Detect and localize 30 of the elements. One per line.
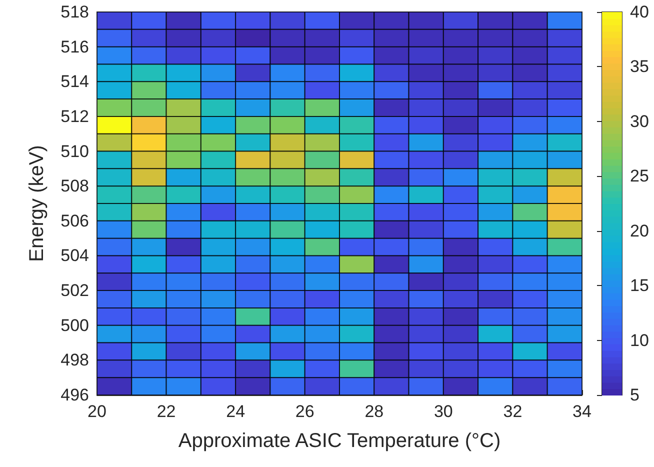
y-tick-label: 514 (60, 72, 89, 92)
x-tick-label: 24 (226, 402, 246, 421)
y-tick-label: 516 (60, 37, 89, 56)
y-tick-label: 506 (60, 211, 89, 230)
y-tick-label: 508 (60, 176, 89, 196)
y-tick-label: 512 (60, 106, 89, 126)
x-tick-label: 32 (503, 402, 522, 421)
y-axis-title: Energy (keV) (26, 145, 48, 262)
color-bar-label: 30 (630, 112, 649, 131)
color-bar-label: 40 (630, 2, 649, 22)
x-tick-label: 28 (364, 402, 384, 421)
color-bar-label: 20 (630, 221, 649, 240)
color-bar-label: 25 (630, 166, 649, 186)
color-bar-label: 5 (630, 386, 640, 404)
color-bar-label: 10 (630, 330, 649, 350)
x-tick-label: 26 (295, 402, 314, 421)
y-tick-label: 502 (60, 281, 89, 300)
y-tick-label: 518 (60, 2, 89, 22)
y-tick-label: 510 (60, 142, 89, 161)
y-tick-label: 504 (60, 246, 89, 266)
y-tick-label: 498 (60, 350, 89, 370)
y-tick-label: 500 (60, 316, 89, 335)
x-tick-label: 34 (572, 402, 592, 421)
color-bar-label: 15 (630, 276, 649, 296)
x-tick-label: 30 (434, 402, 453, 421)
x-axis-title: Approximate ASIC Temperature (°C) (178, 430, 501, 452)
color-bar-label: 35 (630, 57, 649, 76)
x-tick-label: 22 (156, 402, 176, 421)
y-tick-label: 496 (60, 386, 89, 404)
x-tick-label: 20 (88, 402, 106, 421)
